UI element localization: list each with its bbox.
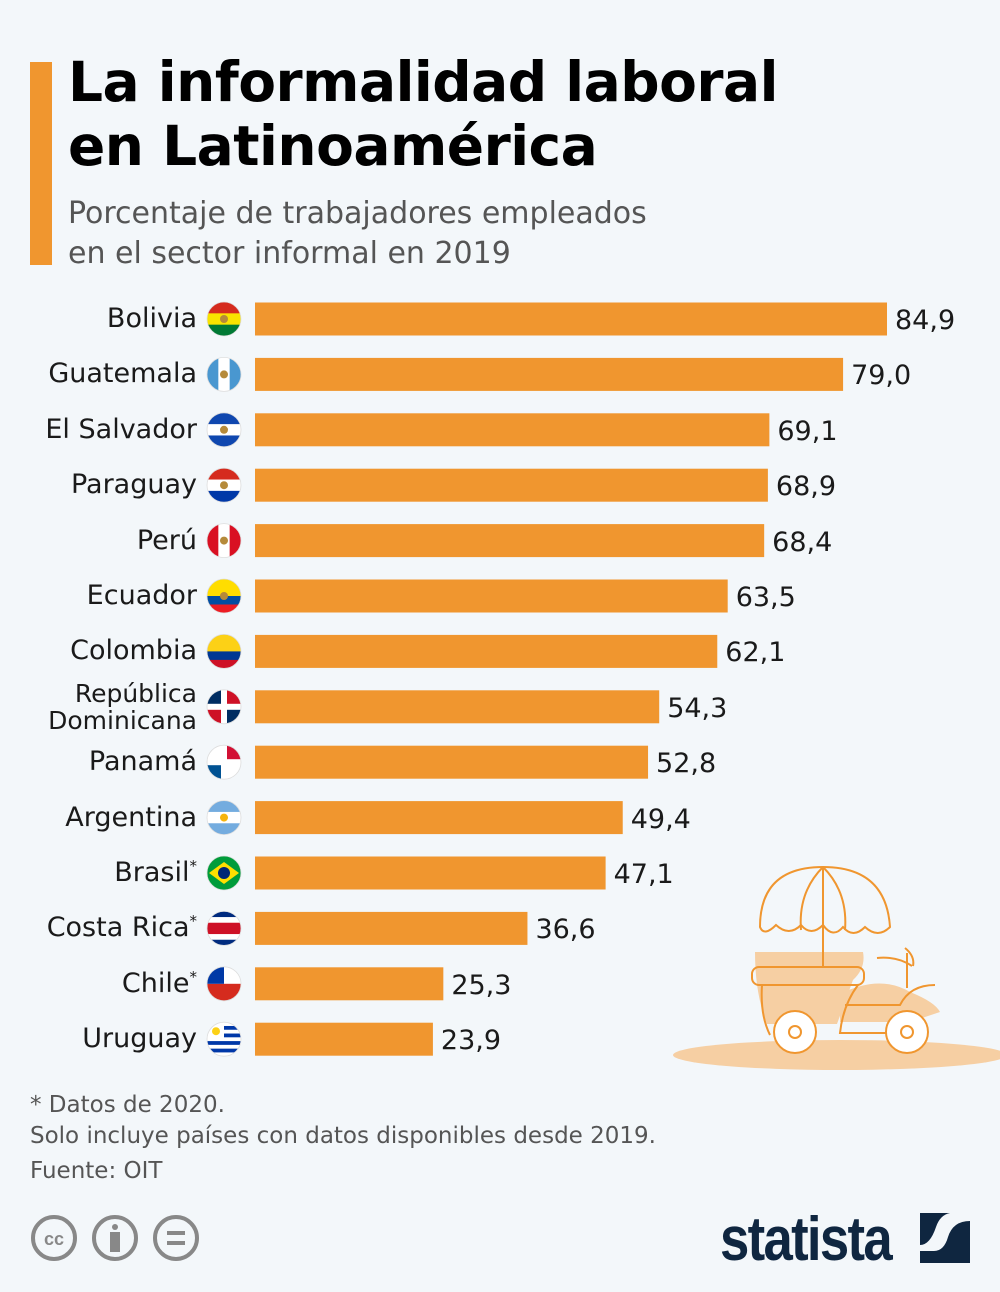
bar bbox=[255, 468, 768, 502]
category-name: Bolivia bbox=[106, 303, 197, 334]
asterisk-mark: * bbox=[189, 857, 198, 875]
value-label: 47,1 bbox=[613, 859, 674, 890]
category-name: Perú bbox=[136, 524, 197, 556]
category-label: Brasil* bbox=[114, 857, 198, 888]
category-name: Guatemala bbox=[48, 358, 197, 390]
category-name: Panamá bbox=[88, 746, 197, 778]
category-name: Colombia bbox=[70, 635, 197, 667]
category-name: Chile bbox=[121, 967, 190, 999]
value-label: 79,0 bbox=[851, 360, 912, 392]
category-name: Argentina bbox=[65, 801, 197, 833]
flag-costa-rica-icon bbox=[206, 911, 242, 946]
flag-colombia-icon bbox=[206, 634, 242, 669]
category-label: Guatemala bbox=[48, 360, 197, 387]
chart-subtitle: Porcentaje de trabajadores empleados en … bbox=[68, 196, 647, 271]
category-label: Ecuador bbox=[87, 582, 197, 609]
street-vendor-cart-illustration bbox=[673, 865, 1000, 1070]
value-label: 23,9 bbox=[440, 1025, 502, 1057]
bar bbox=[255, 413, 770, 447]
chart-title: La informalidad laboral en Latinoamérica bbox=[68, 50, 779, 178]
flag-ecuador-icon bbox=[206, 578, 242, 614]
category-label: El Salvador bbox=[45, 416, 197, 443]
category-label: Uruguay bbox=[82, 1025, 197, 1052]
category-label: República Dominicana bbox=[48, 680, 197, 734]
no-derivatives-icon bbox=[153, 1215, 199, 1261]
value-label: 49,4 bbox=[630, 803, 691, 835]
flag-bolivia-icon bbox=[206, 301, 242, 337]
value-label: 52,8 bbox=[656, 748, 717, 780]
flag-dominican-republic-icon bbox=[206, 689, 242, 725]
bar bbox=[255, 745, 649, 779]
flag-peru-icon bbox=[206, 523, 242, 558]
footnote-asterisk: * Datos de 2020. bbox=[30, 1092, 225, 1118]
statista-logo-mark-icon bbox=[920, 1213, 970, 1263]
flag-uruguay-icon bbox=[206, 1021, 242, 1057]
bar bbox=[255, 1022, 433, 1056]
flag-chile-icon bbox=[206, 966, 242, 1002]
asterisk-mark: * bbox=[189, 912, 198, 931]
value-label: 54,3 bbox=[667, 692, 728, 724]
category-name: Ecuador bbox=[86, 580, 197, 611]
flag-el-salvador-icon bbox=[206, 412, 242, 448]
value-label: 63,5 bbox=[735, 582, 796, 613]
bar bbox=[255, 579, 728, 613]
flag-paraguay-icon bbox=[206, 467, 242, 503]
category-name: Brasil bbox=[114, 857, 190, 888]
bar bbox=[255, 856, 606, 890]
value-label: 36,6 bbox=[535, 914, 596, 946]
statista-logo: statista bbox=[720, 1205, 893, 1274]
bar bbox=[255, 524, 765, 558]
value-label: 84,9 bbox=[895, 305, 956, 336]
category-label: Perú bbox=[137, 527, 197, 554]
category-name: Uruguay bbox=[82, 1023, 197, 1055]
bar bbox=[255, 302, 887, 336]
category-label: Argentina bbox=[65, 804, 197, 831]
bar bbox=[255, 967, 444, 1001]
flag-panama-icon bbox=[206, 744, 242, 780]
attribution-icon bbox=[92, 1215, 138, 1261]
value-label: 62,1 bbox=[725, 637, 786, 669]
footnotes: * Datos de 2020. Solo incluye países con… bbox=[30, 1090, 656, 1187]
bar bbox=[255, 911, 528, 945]
bar bbox=[255, 801, 623, 835]
footnote-scope: Solo incluye países con datos disponible… bbox=[30, 1123, 656, 1149]
value-label: 69,1 bbox=[777, 415, 838, 447]
category-label: Colombia bbox=[70, 637, 197, 664]
category-label: Chile* bbox=[121, 967, 198, 999]
bar bbox=[255, 634, 718, 668]
svg-text:cc: cc bbox=[44, 1229, 64, 1249]
title-accent-bar bbox=[30, 62, 52, 265]
category-name: Costa Rica bbox=[46, 912, 190, 944]
category-label: Paraguay bbox=[71, 471, 197, 498]
bar bbox=[255, 357, 844, 391]
license-icons: cc bbox=[31, 1215, 199, 1261]
asterisk-mark: * bbox=[189, 967, 198, 986]
value-label: 68,9 bbox=[775, 471, 837, 503]
category-name: El Salvador bbox=[45, 413, 197, 445]
category-label: Panamá bbox=[89, 748, 197, 775]
flag-guatemala-icon bbox=[206, 356, 242, 392]
bar bbox=[255, 690, 660, 724]
value-label: 68,4 bbox=[772, 526, 833, 558]
source-note: Fuente: OIT bbox=[30, 1158, 163, 1184]
flag-argentina-icon bbox=[206, 800, 242, 835]
value-label: 25,3 bbox=[451, 969, 512, 1001]
flag-brazil-icon bbox=[206, 855, 242, 891]
category-label: Bolivia bbox=[107, 305, 197, 332]
category-name: República Dominicana bbox=[48, 678, 197, 735]
cc-icon: cc bbox=[31, 1215, 77, 1261]
category-name: Paraguay bbox=[70, 469, 197, 501]
category-label: Costa Rica* bbox=[46, 912, 198, 944]
